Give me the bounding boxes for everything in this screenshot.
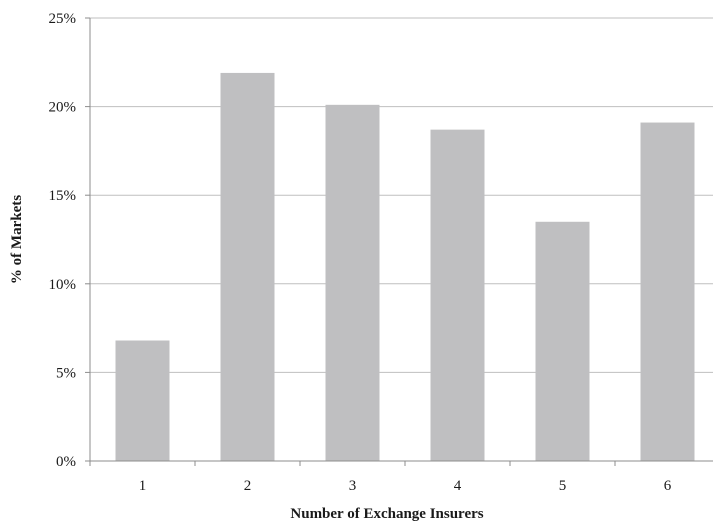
- y-tick-label: 25%: [49, 11, 77, 27]
- bars: [115, 72, 695, 462]
- bar-2: [220, 72, 275, 461]
- x-tick-label: 2: [244, 478, 252, 494]
- y-tick-label: 10%: [49, 277, 77, 293]
- y-tick-label: 5%: [56, 365, 76, 381]
- x-tick-label: 4: [454, 478, 462, 494]
- x-tick-label: 3: [349, 478, 357, 494]
- bar-3: [325, 104, 380, 461]
- x-axis-title: Number of Exchange Insurers: [290, 506, 483, 522]
- bar-5: [535, 221, 590, 461]
- bar-1: [115, 340, 170, 461]
- y-tick-label: 15%: [49, 188, 77, 204]
- bar-4: [430, 129, 485, 462]
- x-tick-label: 1: [139, 478, 147, 494]
- y-axis: 0% 5% 10% 15% 20% 25%: [49, 11, 90, 470]
- y-tick-label: 20%: [49, 100, 77, 116]
- y-axis-title: % of Markets: [9, 195, 25, 284]
- gridlines: [90, 17, 713, 373]
- x-tick-label: 5: [559, 478, 567, 494]
- y-tick-label: 0%: [56, 454, 76, 470]
- x-axis: 1 2 3 4 5 6: [89, 461, 672, 494]
- x-tick-label: 6: [664, 478, 672, 494]
- bar-6: [640, 122, 695, 461]
